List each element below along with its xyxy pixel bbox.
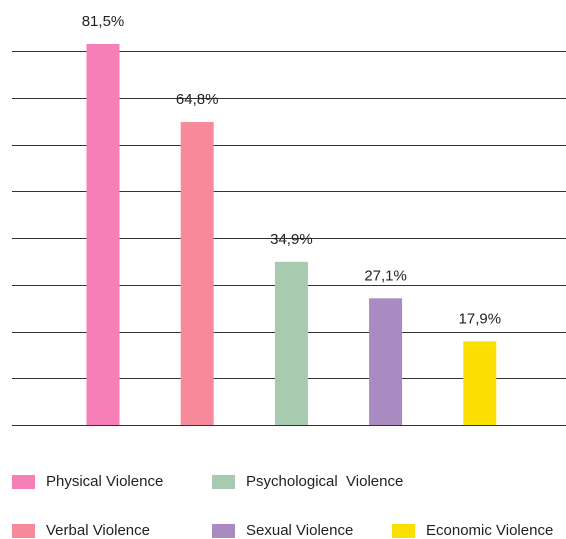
bar — [369, 298, 403, 425]
bar — [180, 122, 214, 425]
bar — [86, 43, 120, 426]
value-label: 34,9% — [270, 231, 313, 248]
bar — [463, 341, 497, 425]
value-label: 27,1% — [364, 267, 407, 284]
legend-swatch — [212, 475, 235, 489]
legend-swatch — [12, 475, 35, 489]
legend-swatch — [392, 524, 415, 538]
legend-swatch — [12, 524, 35, 538]
legend-swatch — [212, 524, 235, 538]
legend-label: Economic Violence — [426, 522, 553, 539]
bar — [274, 261, 308, 425]
legend-label: Verbal Violence — [46, 522, 150, 539]
value-label: 64,8% — [176, 91, 219, 108]
legend-label: Sexual Violence — [246, 522, 353, 539]
legend-label: Psychological Violence — [246, 473, 403, 490]
value-label: 81,5% — [82, 13, 125, 30]
value-label: 17,9% — [459, 310, 502, 327]
legend-label: Physical Violence — [46, 473, 163, 490]
